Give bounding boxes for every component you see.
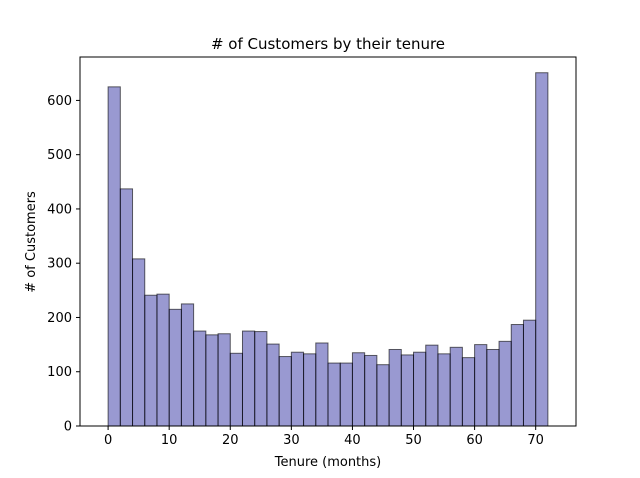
plot-frame <box>79 56 577 427</box>
x-axis-ticks: 0 10 20 30 40 50 60 70 <box>104 426 544 448</box>
x-tick-label: 50 <box>405 433 422 448</box>
histogram-bar <box>425 344 439 427</box>
histogram-bar <box>278 356 292 427</box>
histogram-bar <box>180 303 195 427</box>
x-tick-label: 0 <box>104 433 112 448</box>
histogram-bar <box>303 353 317 427</box>
histogram-bar <box>290 351 305 427</box>
y-tick-label: 400 <box>47 202 72 217</box>
histogram-bar <box>254 331 268 427</box>
y-tick-label: 100 <box>47 365 72 380</box>
histogram-bar <box>535 72 549 427</box>
histogram-bar <box>266 343 280 427</box>
y-tick-label: 600 <box>47 94 72 109</box>
histogram-bar <box>388 348 402 427</box>
x-tick-label: 40 <box>344 433 361 448</box>
histogram-bar <box>107 86 121 427</box>
histogram-bar <box>437 353 451 427</box>
histogram-bar <box>522 319 537 427</box>
histogram-bar <box>498 340 512 427</box>
x-tick-label: 60 <box>466 433 483 448</box>
histogram-bar <box>413 351 427 427</box>
histogram-bar <box>327 362 341 427</box>
histogram-bar <box>217 333 231 427</box>
x-tick-label: 10 <box>161 433 178 448</box>
histogram-bar <box>119 188 134 427</box>
histogram-bar <box>132 258 146 427</box>
x-tick-label: 20 <box>222 433 239 448</box>
y-tick-label: 300 <box>47 257 72 272</box>
y-axis-title: # of Customers <box>24 191 39 293</box>
x-axis-title: Tenure (months) <box>274 455 382 470</box>
y-tick-label: 0 <box>64 420 72 435</box>
x-tick-label: 30 <box>283 433 300 448</box>
histogram-bar <box>315 342 329 427</box>
histogram-bar <box>193 330 207 427</box>
histogram-bar <box>351 352 366 427</box>
chart-title: # of Customers by their tenure <box>211 35 445 53</box>
histogram-bar <box>376 364 390 427</box>
histogram-bar <box>400 354 415 427</box>
histogram-bar <box>339 362 353 427</box>
histogram-bar <box>144 294 158 427</box>
y-tick-label: 500 <box>47 148 72 163</box>
y-axis-ticks: 0 100 200 300 400 500 600 <box>47 94 80 435</box>
histogram-bar <box>461 357 476 427</box>
histogram-bar <box>510 324 524 427</box>
histogram-bar <box>241 330 256 427</box>
histogram-bar <box>486 348 500 427</box>
histogram-bar <box>168 308 182 427</box>
histogram-bar <box>229 352 243 427</box>
x-tick-label: 70 <box>527 433 544 448</box>
histogram-bar <box>449 346 463 427</box>
histogram-bar <box>156 293 170 427</box>
histogram-bar <box>474 344 488 427</box>
y-tick-label: 200 <box>47 311 72 326</box>
histogram-bar <box>205 334 219 427</box>
bars-group <box>107 72 549 427</box>
histogram-bar <box>364 354 378 427</box>
